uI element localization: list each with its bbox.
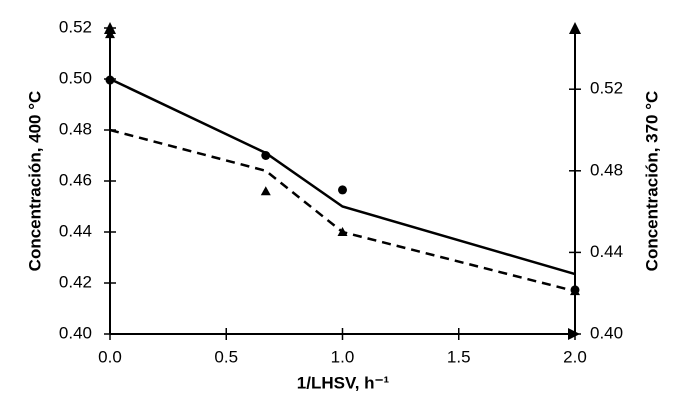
x-tick-label: 0.5: [214, 347, 238, 366]
x-tick-label: 1.5: [447, 347, 471, 366]
x-tick-label: 2.0: [563, 347, 587, 366]
y2-tick-label: 0.44: [590, 242, 623, 261]
y2-axis-title: Concentración, 370 °C: [642, 91, 661, 272]
triangle-marker: [570, 286, 580, 296]
series-line: [109, 77, 576, 276]
y-tick-label: 0.44: [59, 221, 92, 240]
x-tick-label: 0.0: [98, 347, 122, 366]
y-tick-label: 0.48: [59, 119, 92, 138]
y2-axis-arrow: [569, 22, 581, 34]
y2-tick-label: 0.52: [590, 79, 623, 98]
y-tick-label: 0.40: [59, 323, 92, 342]
y2-tick-label: 0.40: [590, 323, 623, 342]
x-tick-label: 1.0: [331, 347, 355, 366]
triangle-marker: [260, 186, 271, 196]
triangle-marker: [105, 29, 115, 39]
series-line: [109, 128, 576, 293]
circle-marker: [338, 185, 347, 195]
triangle-marker: [337, 227, 348, 236]
x-axis-title: 1/LHSV, h⁻¹: [297, 373, 390, 392]
y-axis-title: Concentración, 400 °C: [25, 91, 44, 272]
y-tick-label: 0.46: [59, 170, 92, 189]
y-tick-label: 0.42: [59, 272, 92, 291]
y-tick-label: 0.50: [59, 68, 92, 87]
y2-tick-label: 0.48: [590, 160, 623, 179]
circle-marker: [261, 151, 271, 160]
y-tick-label: 0.52: [59, 17, 92, 36]
circle-marker: [105, 75, 115, 85]
